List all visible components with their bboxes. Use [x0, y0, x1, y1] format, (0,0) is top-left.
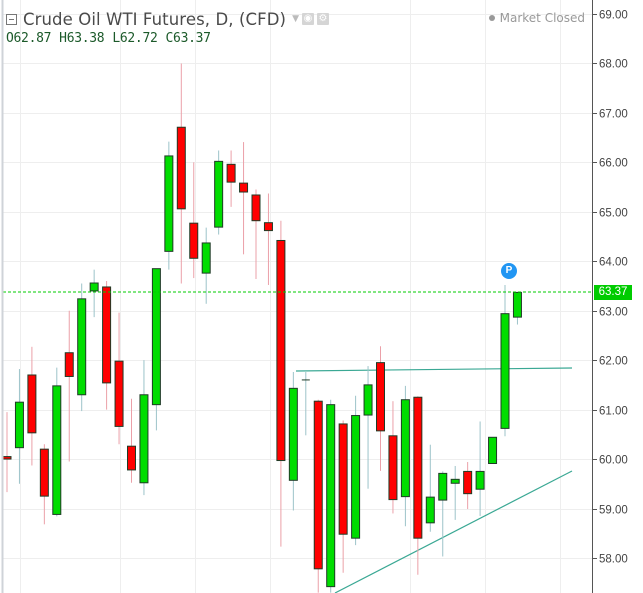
- current-price-label: 63.37: [594, 285, 632, 300]
- candle-down: [276, 239, 286, 462]
- candle-up: [438, 472, 448, 501]
- low-value: L62.72: [112, 31, 158, 46]
- candle-up: [475, 470, 485, 490]
- gear-icon[interactable]: ⚙: [316, 13, 329, 25]
- price-tick-label: 63.00: [599, 307, 628, 319]
- candle-down: [313, 400, 323, 570]
- price-tick-label: 62.00: [599, 356, 628, 368]
- candle-up: [77, 298, 87, 396]
- status-dot-icon: [488, 15, 495, 21]
- trendlines[interactable]: [295, 367, 573, 593]
- candle-down: [239, 182, 249, 193]
- candle-up: [201, 242, 211, 274]
- candle-down: [114, 360, 124, 427]
- candle-down: [2, 456, 12, 460]
- candle-up: [450, 478, 460, 484]
- market-status-text: Market Closed: [499, 11, 585, 25]
- candle-down: [127, 445, 136, 471]
- candle-up: [214, 160, 224, 228]
- candle-down: [376, 362, 385, 432]
- candle-down: [226, 163, 236, 183]
- candle-down: [39, 448, 49, 497]
- candle-up: [326, 404, 336, 588]
- candle-down: [176, 126, 186, 210]
- price-tick-label: 66.00: [599, 158, 628, 170]
- chart-legend: Crude Oil WTI Futures, D, (CFD) ▼ ◉ ⚙ O6…: [6, 8, 329, 46]
- high-value: H63.38: [59, 31, 105, 46]
- collapse-icon[interactable]: [6, 13, 17, 25]
- candle-up: [14, 401, 24, 449]
- price-tick-label: 64.00: [599, 257, 628, 269]
- price-tick-label: 68.00: [599, 59, 628, 71]
- candle-up: [288, 387, 298, 481]
- candle-up: [139, 394, 149, 484]
- grid: [3, 0, 592, 593]
- price-tick-label: 58.00: [599, 554, 628, 566]
- candle-down: [388, 435, 398, 501]
- price-tick-label: 59.00: [599, 505, 628, 517]
- candle-down: [263, 222, 273, 232]
- candle-up: [512, 291, 522, 318]
- candle-down: [413, 396, 423, 539]
- price-tick-label: 69.00: [599, 10, 628, 22]
- candle-up: [500, 313, 510, 429]
- candle-up: [425, 496, 435, 524]
- candle-up: [52, 385, 62, 515]
- candle-up: [164, 155, 174, 252]
- candle-up: [151, 268, 161, 406]
- candle-up: [351, 415, 361, 539]
- candle-down: [338, 423, 348, 535]
- close-value: C63.37: [165, 31, 211, 46]
- caret-down-icon[interactable]: ▼: [292, 14, 299, 24]
- candle-down: [27, 374, 37, 434]
- open-value: O62.87: [6, 31, 52, 46]
- candle-down: [189, 222, 199, 259]
- candle-down: [463, 470, 473, 495]
- candle-down: [251, 194, 261, 222]
- resistance-trendline[interactable]: [295, 367, 573, 372]
- candle-down: [64, 352, 74, 377]
- symbol-title[interactable]: Crude Oil WTI Futures, D, (CFD): [23, 9, 287, 29]
- candle-up: [89, 282, 99, 292]
- price-tick-label: 65.00: [599, 208, 628, 220]
- eye-icon[interactable]: ◉: [301, 13, 314, 25]
- support-trendline[interactable]: [334, 470, 573, 593]
- ohlc-values: O62.87 H63.38 L62.72 C63.37: [6, 31, 329, 46]
- candle-down: [102, 286, 112, 384]
- p-marker-icon[interactable]: P: [501, 263, 517, 279]
- market-status: Market Closed: [488, 11, 585, 25]
- candle-up: [400, 399, 410, 498]
- candle-up: [488, 436, 498, 465]
- price-tick-label: 67.00: [599, 109, 628, 121]
- price-tick-label: 61.00: [599, 406, 628, 418]
- candles: [2, 63, 522, 593]
- price-axis[interactable]: 69.00 68.00 67.00 66.00 65.00 64.00 63.00 62.00…: [592, 10, 628, 566]
- price-tick-label: 60.00: [599, 455, 628, 467]
- candle-up: [363, 384, 373, 416]
